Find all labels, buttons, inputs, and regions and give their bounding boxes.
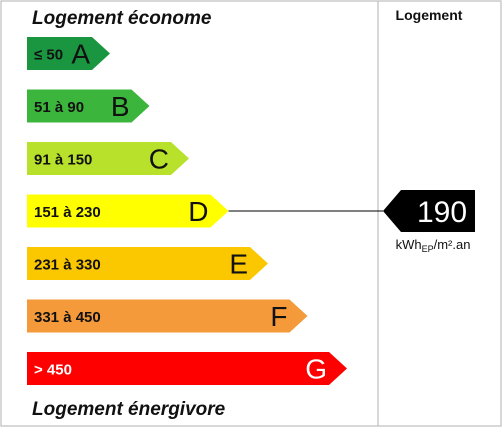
class-range-g: > 450 [34, 362, 72, 379]
class-range-a: ≤ 50 [34, 47, 63, 64]
class-letter-g: G [305, 354, 327, 385]
class-bar-b [27, 89, 150, 123]
class-letter-f: F [270, 301, 287, 332]
class-letter-a: A [71, 39, 90, 70]
class-range-c: 91 à 150 [34, 152, 92, 169]
class-bar-d [27, 194, 229, 228]
value-indicator: 190 kWhEP/m².an [228, 190, 475, 254]
value-unit: kWhEP/m².an [396, 237, 471, 254]
class-letter-b: B [111, 91, 130, 122]
unit-suffix: /m².an [434, 237, 471, 252]
class-bar-f [27, 299, 308, 333]
header-energy-intensive: Logement énergivore [32, 399, 226, 420]
class-range-f: 331 à 450 [34, 309, 101, 326]
class-range-e: 231 à 330 [34, 257, 101, 274]
unit-subscript: EP [422, 244, 434, 254]
header-economical: Logement économe [32, 8, 212, 29]
class-letter-e: E [229, 249, 248, 280]
value-arrow [383, 190, 475, 232]
class-letter-c: C [149, 144, 169, 175]
class-range-b: 51 à 90 [34, 99, 84, 116]
column-header-logement: Logement [396, 7, 463, 23]
class-range-d: 151 à 230 [34, 204, 101, 221]
value-number: 190 [417, 196, 467, 229]
class-bar-a [27, 37, 110, 70]
class-bars: ≤ 50 A 51 à 90 B 91 à 150 C 151 à 230 D 231 à 33… [27, 37, 347, 385]
unit-prefix: kWh [396, 237, 422, 252]
class-bar-e [27, 247, 268, 280]
class-letter-d: D [188, 196, 208, 227]
class-bar-c [27, 142, 189, 175]
class-bar-g [27, 352, 347, 385]
